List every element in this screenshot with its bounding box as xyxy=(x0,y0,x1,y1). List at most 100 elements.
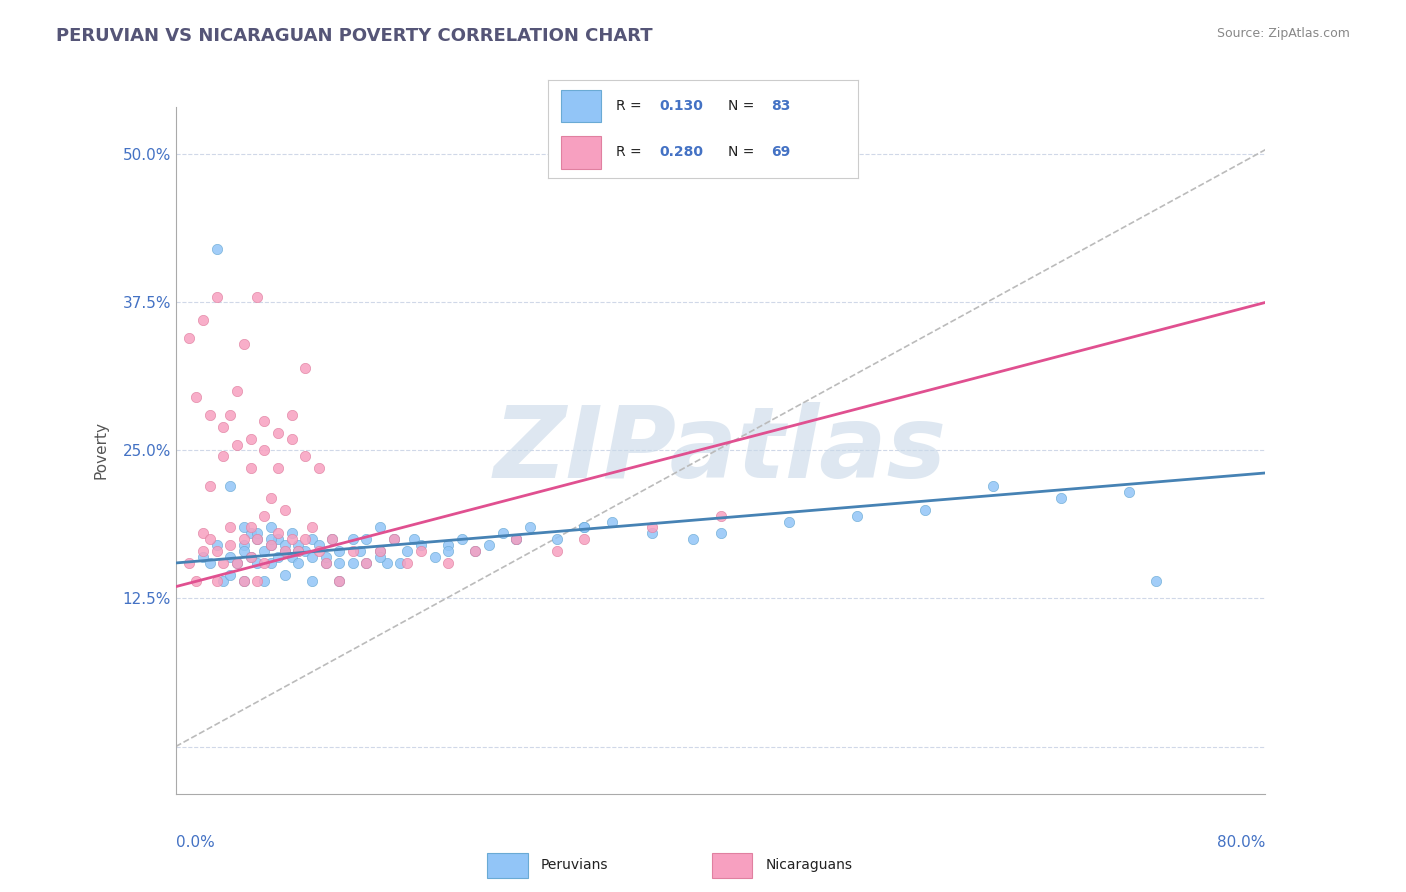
Point xyxy=(274,544,297,558)
Point xyxy=(505,533,527,547)
Bar xyxy=(486,853,527,878)
Point xyxy=(219,408,242,422)
Point xyxy=(191,549,214,564)
Point xyxy=(464,544,486,558)
Point xyxy=(845,508,868,523)
Point xyxy=(267,549,290,564)
Point xyxy=(404,533,426,547)
Y-axis label: Poverty: Poverty xyxy=(94,421,108,480)
Point xyxy=(253,414,276,428)
Point xyxy=(260,533,283,547)
Point xyxy=(315,549,337,564)
Point xyxy=(246,533,269,547)
Point xyxy=(328,574,350,588)
Point xyxy=(349,544,371,558)
Point xyxy=(232,533,254,547)
Point xyxy=(301,520,323,534)
Point xyxy=(246,556,269,570)
Point xyxy=(274,544,297,558)
Point xyxy=(437,544,460,558)
Point xyxy=(382,533,405,547)
Point xyxy=(396,556,419,570)
Point xyxy=(198,408,221,422)
Point xyxy=(356,556,378,570)
Point xyxy=(280,533,302,547)
Point xyxy=(437,538,460,552)
Text: 0.280: 0.280 xyxy=(659,145,703,159)
Point xyxy=(328,544,350,558)
Point xyxy=(287,538,309,552)
Point xyxy=(191,544,214,558)
Point xyxy=(267,461,290,475)
Point xyxy=(1118,484,1140,499)
Point xyxy=(641,520,664,534)
Bar xyxy=(561,136,600,169)
Point xyxy=(260,491,283,505)
Point xyxy=(232,337,254,351)
Text: 0.0%: 0.0% xyxy=(176,835,215,850)
Point xyxy=(710,508,733,523)
Point xyxy=(315,556,337,570)
Point xyxy=(280,526,302,541)
Point xyxy=(600,515,623,529)
Point xyxy=(368,549,391,564)
Point xyxy=(492,526,515,541)
Point xyxy=(260,520,283,534)
Point xyxy=(267,533,290,547)
Point xyxy=(260,538,283,552)
Bar xyxy=(561,90,600,122)
Point xyxy=(308,538,330,552)
Point xyxy=(212,574,235,588)
Point xyxy=(682,533,704,547)
Point xyxy=(294,450,316,464)
Point xyxy=(505,533,527,547)
Point xyxy=(253,544,276,558)
Point xyxy=(205,538,228,552)
Text: N =: N = xyxy=(728,145,758,159)
Point xyxy=(219,567,242,582)
Point xyxy=(409,544,432,558)
Point xyxy=(450,533,472,547)
Point xyxy=(253,443,276,458)
Text: 83: 83 xyxy=(770,99,790,112)
Point xyxy=(246,289,269,303)
Point xyxy=(375,556,398,570)
Point xyxy=(342,544,364,558)
Point xyxy=(641,526,664,541)
Point xyxy=(280,432,302,446)
Point xyxy=(267,425,290,440)
Point xyxy=(198,533,221,547)
Point xyxy=(389,556,412,570)
Point xyxy=(212,556,235,570)
Point xyxy=(226,556,249,570)
Point xyxy=(232,538,254,552)
Point xyxy=(239,461,262,475)
Point xyxy=(239,526,262,541)
Point xyxy=(219,549,242,564)
Point xyxy=(356,533,378,547)
Point xyxy=(219,479,242,493)
Point xyxy=(198,556,221,570)
Point xyxy=(280,408,302,422)
Point xyxy=(574,533,596,547)
Point xyxy=(219,520,242,534)
Point xyxy=(478,538,501,552)
Point xyxy=(294,360,316,375)
Bar xyxy=(711,853,752,878)
Point xyxy=(342,533,364,547)
Point xyxy=(246,526,269,541)
Point xyxy=(574,520,596,534)
Text: 0.130: 0.130 xyxy=(659,99,703,112)
Point xyxy=(205,242,228,256)
Point xyxy=(253,556,276,570)
Point xyxy=(423,549,446,564)
Point xyxy=(179,331,201,345)
Point xyxy=(368,544,391,558)
Point xyxy=(198,479,221,493)
Point xyxy=(308,544,330,558)
Point xyxy=(315,556,337,570)
Point xyxy=(409,538,432,552)
Point xyxy=(1144,574,1167,588)
Point xyxy=(321,533,343,547)
Point xyxy=(246,574,269,588)
